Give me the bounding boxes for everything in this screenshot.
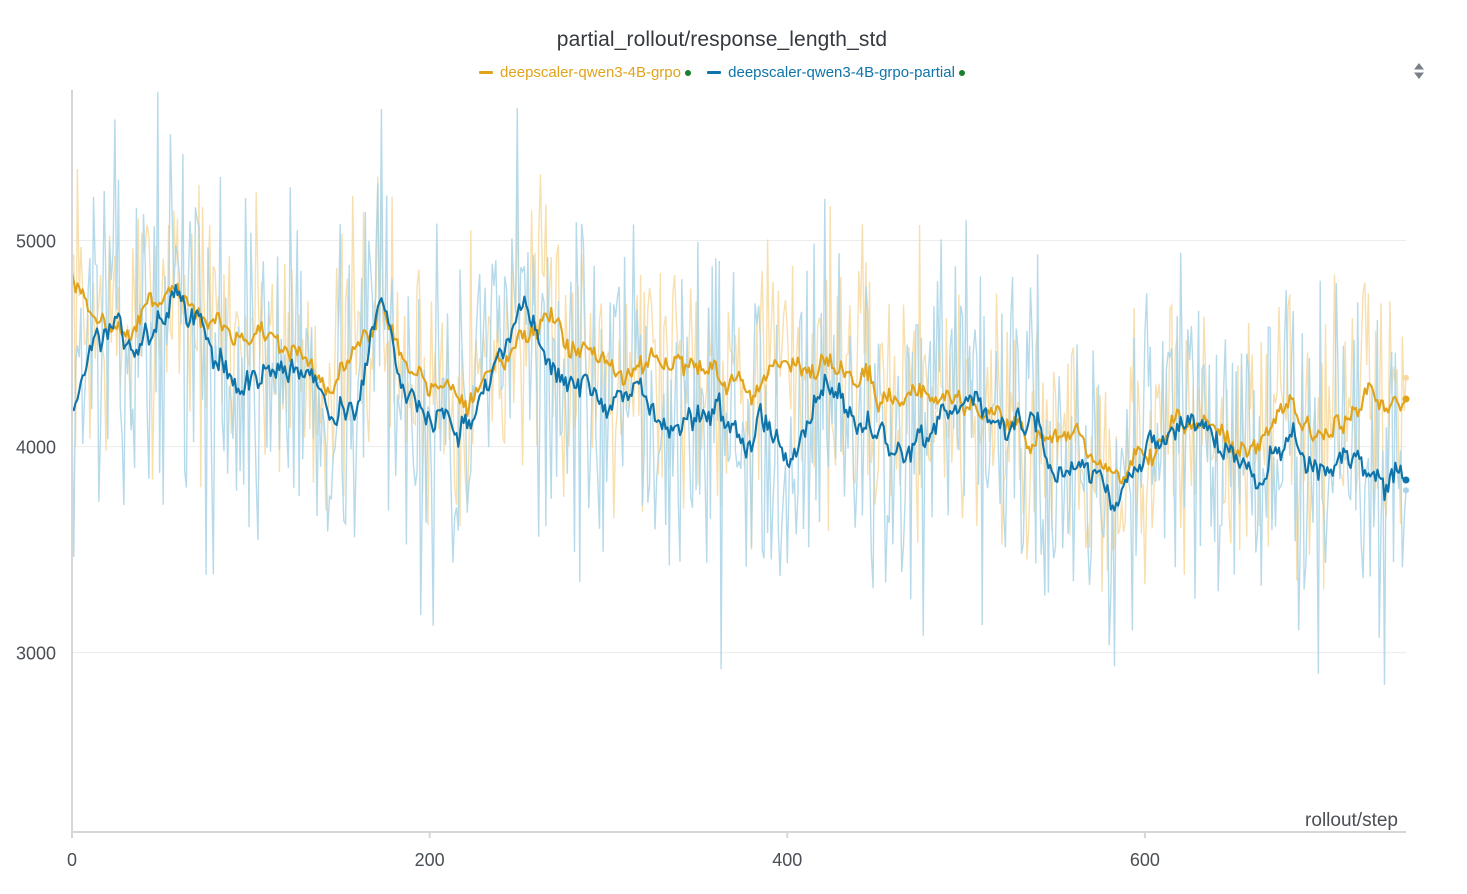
x-tick-label: 400 [772,850,802,870]
legend-label-grpo: deepscaler-qwen3-4B-grpo [500,64,681,81]
legend-swatch-grpo [479,71,494,74]
legend-swatch-grpo-partial [707,71,722,74]
sort-toggle-icon[interactable] [1410,60,1428,82]
series-end-marker-0 [1402,395,1410,403]
x-axis-label: rollout/step [1305,810,1398,831]
series-raw-line-1 [71,92,1407,685]
legend-label-grpo-partial: deepscaler-qwen3-4B-grpo-partial [728,64,955,81]
series-end-marker-1 [1402,476,1410,484]
legend-item-grpo[interactable]: deepscaler-qwen3-4B-grpo [479,64,691,81]
series-smoothed-line-1 [71,284,1407,512]
legend-item-grpo-partial[interactable]: deepscaler-qwen3-4B-grpo-partial [707,64,965,81]
chart-title: partial_rollout/response_length_std [556,28,888,51]
y-tick-label: 3000 [16,644,56,664]
y-tick-label: 4000 [16,438,56,458]
x-tick-label: 600 [1130,850,1160,870]
chart-legend: deepscaler-qwen3-4B-grpo deepscaler-qwen… [0,61,1444,81]
x-tick-label: 200 [415,850,445,870]
run-status-dot-icon [684,69,691,76]
y-tick-label: 5000 [16,231,56,251]
x-tick-label: 0 [67,850,77,870]
series-raw-end-marker-1 [1403,487,1409,494]
series-raw-end-marker-0 [1403,374,1409,381]
series-smoothed-line-0 [70,272,1407,485]
run-status-dot-icon [958,69,965,76]
